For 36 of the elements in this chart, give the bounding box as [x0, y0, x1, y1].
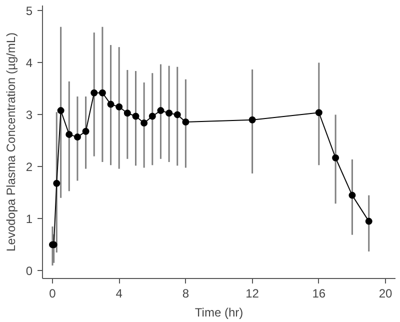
point [66, 130, 73, 138]
x-tick-label: 8 [182, 286, 190, 300]
y-tick-label: 0 [26, 264, 33, 278]
point [107, 100, 114, 108]
point [348, 192, 356, 199]
point [157, 107, 164, 114]
x-axis-title: Time (hr) [194, 306, 244, 320]
x-tick-label: 20 [378, 286, 393, 300]
point [182, 118, 190, 126]
point [82, 128, 90, 135]
y-tick-label: 3 [26, 108, 33, 122]
y-tick-label: 1 [26, 212, 33, 226]
point [365, 218, 372, 225]
point [53, 180, 60, 187]
y-tick-label: 4 [26, 56, 33, 70]
point [90, 89, 98, 96]
point [140, 120, 148, 127]
x-tick-label: 0 [49, 286, 56, 300]
y-tick-label: 2 [26, 160, 33, 174]
point [248, 116, 256, 124]
point [98, 89, 106, 96]
x-tick-label: 12 [246, 286, 260, 300]
point [74, 134, 81, 141]
point [57, 107, 64, 114]
point [116, 103, 123, 110]
point [148, 112, 156, 120]
point [124, 110, 131, 117]
point [315, 109, 322, 116]
x-tick-label: 4 [116, 286, 123, 300]
x-tick-label: 16 [312, 286, 326, 300]
point [166, 110, 173, 117]
point [332, 154, 340, 162]
y-axis-title: Levodopa Plasma Concentration (µg/mL) [4, 32, 18, 252]
point [132, 112, 140, 120]
point [174, 111, 181, 118]
y-tick-label: 5 [26, 4, 33, 18]
